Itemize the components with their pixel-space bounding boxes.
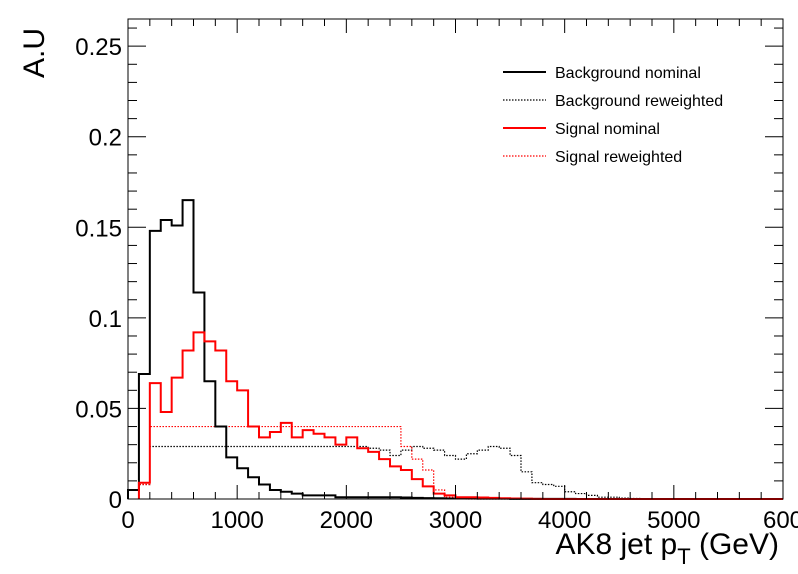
legend-entry-background-nominal: Background nominal — [503, 65, 701, 82]
series-signal-reweighted — [138, 425, 783, 500]
axis-ticks — [127, 19, 784, 500]
x-tick-label: 600 — [763, 507, 798, 534]
legend-label-signal-nominal: Signal nominal — [555, 121, 660, 138]
y-tick-label: 0.05 — [75, 396, 122, 423]
legend-label-background-nominal: Background nominal — [555, 65, 701, 82]
axis-tick-labels: 0 1000 2000 3000 4000 5000 60000.050.10.150.20… — [75, 34, 798, 534]
y-tick-label: 0 — [109, 487, 122, 514]
x-tick-label: 3000 — [429, 507, 482, 534]
y-tick-label: 0.2 — [89, 125, 122, 152]
legend-label-signal-reweighted: Signal reweighted — [555, 149, 682, 166]
x-tick-label: 2000 — [320, 507, 373, 534]
legend: Background nominal Background reweighted… — [503, 65, 723, 166]
x-tick-label: 4000 — [538, 507, 591, 534]
legend-entry-signal-reweighted: Signal reweighted — [503, 149, 682, 166]
legend-entry-signal-nominal: Signal nominal — [503, 121, 660, 138]
y-tick-label: 0.25 — [75, 34, 122, 61]
legend-label-background-reweighted: Background reweighted — [555, 93, 723, 110]
x-axis-title: AK8 jet pT (GeV) — [555, 528, 779, 569]
x-axis-title-main: AK8 jet p — [555, 528, 677, 561]
y-axis-title: A.U — [18, 28, 51, 78]
y-tick-label: 0.15 — [75, 215, 122, 242]
y-tick-label: 0.1 — [89, 306, 122, 333]
x-axis-title-subscript: T — [677, 544, 690, 569]
x-tick-label: 0 — [121, 507, 134, 534]
x-axis-title-unit: (GeV) — [691, 528, 779, 561]
legend-entry-background-reweighted: Background reweighted — [503, 93, 723, 110]
x-tick-label: 1000 — [210, 507, 263, 534]
x-tick-label: 5000 — [647, 507, 700, 534]
